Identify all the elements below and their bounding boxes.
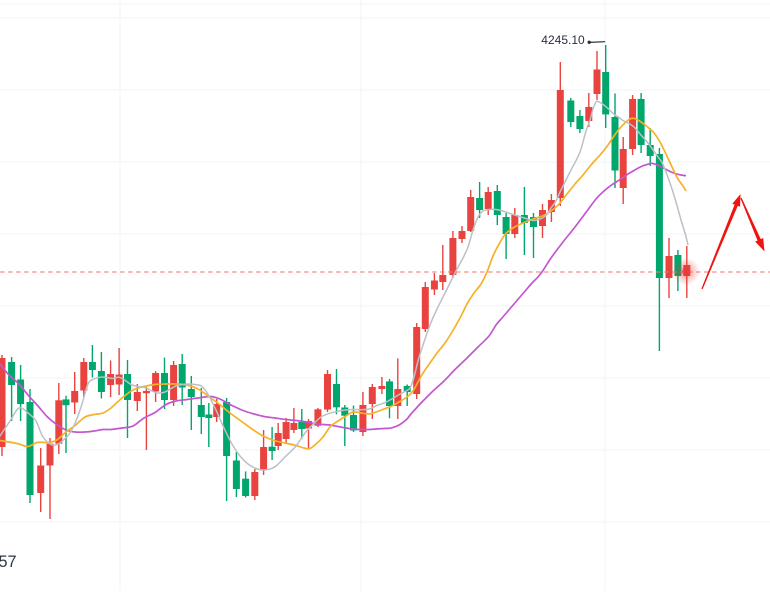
svg-text:57: 57	[0, 553, 17, 571]
svg-text:4245.10: 4245.10	[541, 33, 585, 47]
